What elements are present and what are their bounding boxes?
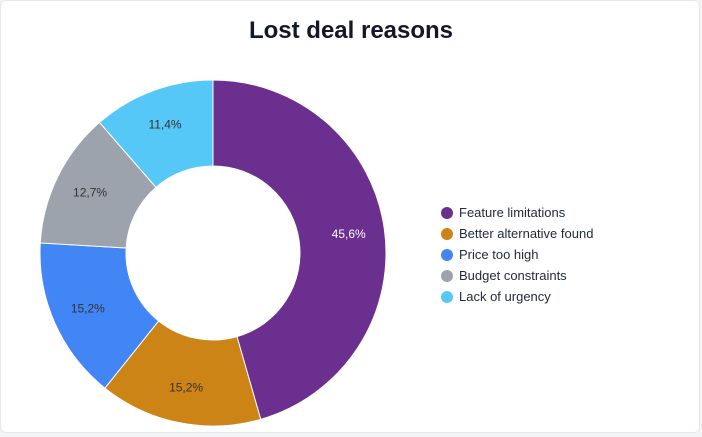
legend-item[interactable]: Feature limitations <box>441 202 593 223</box>
slice-label: 15,2% <box>169 380 203 394</box>
legend-label: Better alternative found <box>459 226 594 241</box>
legend-swatch-icon <box>441 206 453 219</box>
slice-label: 45,6% <box>332 227 366 241</box>
legend-label: Lack of urgency <box>459 289 551 304</box>
chart-legend: Feature limitations Better alternative fo… <box>441 202 593 307</box>
legend-swatch-icon <box>441 248 453 261</box>
slice-label: 11,4% <box>148 118 181 132</box>
legend-swatch-icon <box>441 269 453 282</box>
slice-label: 12,7% <box>73 186 107 200</box>
slice-feature-limitations[interactable] <box>212 79 387 420</box>
legend-label: Price too high <box>459 247 539 262</box>
chart-title: Lost deal reasons <box>248 17 454 44</box>
legend-label: Feature limitations <box>459 205 566 220</box>
slice-better-alternative-found[interactable] <box>104 320 262 427</box>
legend-item[interactable]: Budget constraints <box>441 265 593 286</box>
legend-item[interactable]: Price too high <box>441 244 593 265</box>
legend-swatch-icon <box>441 227 453 240</box>
legend-swatch-icon <box>441 290 453 303</box>
slice-label: 15,2% <box>71 302 105 316</box>
legend-item[interactable]: Lack of urgency <box>441 286 593 307</box>
slice-lack-of-urgency[interactable] <box>98 79 214 189</box>
legend-label: Budget constraints <box>459 268 567 283</box>
slice-price-too-high[interactable] <box>39 242 160 389</box>
legend-item[interactable]: Better alternative found <box>441 223 593 244</box>
